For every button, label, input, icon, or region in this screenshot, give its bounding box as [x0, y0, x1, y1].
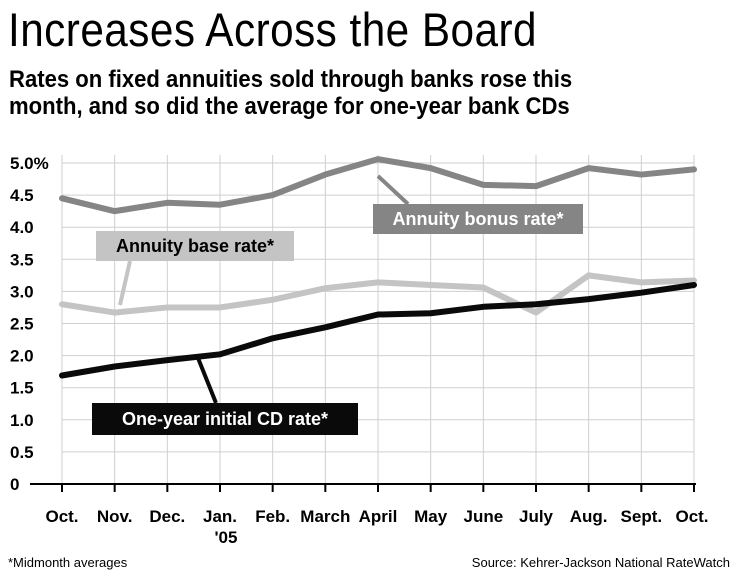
- axes: [30, 483, 696, 492]
- x-tick-label: July: [519, 507, 554, 526]
- x-tick-label: Dec.: [149, 507, 185, 526]
- series-lines: [59, 156, 697, 379]
- subtitle-line-2: month, and so did the average for one-ye…: [9, 93, 570, 120]
- series-label-box: [92, 403, 358, 435]
- x-tick-label: Aug.: [570, 507, 608, 526]
- series-label-box: [96, 231, 294, 261]
- y-tick-label: 4.0: [10, 218, 34, 237]
- series-labels: Annuity bonus rate* Annuity base rate* One…: [92, 174, 583, 435]
- subtitle-line-1: Rates on fixed annuities sold through ba…: [9, 66, 573, 93]
- y-tick-label: 1.0: [10, 411, 34, 430]
- series-label-leader: [118, 260, 132, 306]
- series-label: Annuity base rate*: [116, 236, 274, 256]
- y-tick-label: 5.0%: [10, 154, 49, 173]
- x-tick-label: April: [359, 507, 398, 526]
- series-line: [59, 281, 697, 379]
- series-line: [59, 156, 697, 215]
- x-tick-label: June: [463, 507, 503, 526]
- y-tick-label: 1.5: [10, 379, 34, 398]
- y-tick-label: 0.5: [10, 443, 34, 462]
- y-tick-label: 4.5: [10, 186, 34, 205]
- y-tick-label: 3.0: [10, 282, 34, 301]
- x-tick-label: March: [300, 507, 350, 526]
- chart-subtitle: Rates on fixed annuities sold through ba…: [9, 66, 671, 120]
- source-note: Source: Kehrer-Jackson National RateWatc…: [471, 555, 730, 570]
- x-tick-label: Oct.: [45, 507, 78, 526]
- footnote: *Midmonth averages: [8, 555, 128, 570]
- series-label-box: [373, 204, 583, 234]
- chart-title: Increases Across the Board: [8, 3, 537, 56]
- series-label: One-year initial CD rate*: [122, 409, 328, 429]
- y-tick-label: 0: [10, 475, 19, 494]
- series-label: Annuity bonus rate*: [392, 209, 563, 229]
- series-label-leader: [196, 357, 218, 404]
- x-tick-label: Sept.: [621, 507, 663, 526]
- x-tick-label: Jan.: [203, 507, 237, 526]
- x-tick-sublabel: '05: [215, 528, 238, 547]
- y-tick-label: 2.0: [10, 347, 34, 366]
- tick-labels: 5.0% 4.5 4.0 3.5 3.0 2.5 2.0 1.5 1.0 0.5 0 Oct. Nov.…: [10, 154, 709, 547]
- series-label-leader: [376, 174, 410, 206]
- x-tick-label: Feb.: [255, 507, 290, 526]
- y-tick-label: 3.5: [10, 250, 34, 269]
- x-tick-label: Oct.: [675, 507, 708, 526]
- y-tick-label: 2.5: [10, 315, 34, 334]
- x-tick-label: May: [414, 507, 448, 526]
- series-line: [59, 272, 697, 316]
- x-tick-label: Nov.: [97, 507, 133, 526]
